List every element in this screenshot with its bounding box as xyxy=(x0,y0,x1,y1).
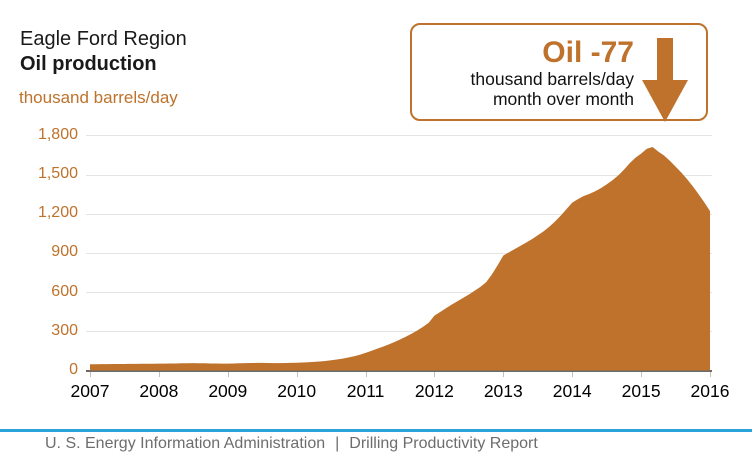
x-axis-label: 2008 xyxy=(139,381,179,401)
y-axis-label: 900 xyxy=(51,243,78,261)
gridline xyxy=(86,174,712,176)
x-axis-line xyxy=(86,370,712,372)
gridline xyxy=(86,213,712,215)
metric-title: Oil production xyxy=(20,53,157,75)
y-axis-label: 1,800 xyxy=(37,125,78,143)
x-axis-label: 2009 xyxy=(208,381,248,401)
production-area xyxy=(90,147,711,371)
x-axis-tick xyxy=(710,372,711,377)
callout-text: Oil -77 thousand barrels/day month over … xyxy=(470,36,634,110)
units-label: thousand barrels/day xyxy=(19,88,178,107)
x-axis-label: 2012 xyxy=(414,381,454,401)
callout-headline: Oil -77 xyxy=(542,36,634,69)
y-axis-label: 1,200 xyxy=(37,204,78,222)
y-axis-label: 300 xyxy=(51,321,78,339)
gridline xyxy=(86,292,712,294)
x-axis-label: 2007 xyxy=(70,381,110,401)
footer-separator: | xyxy=(335,435,340,452)
x-axis-tick xyxy=(434,372,436,377)
callout-units-line: thousand barrels/day xyxy=(470,69,634,89)
gridline xyxy=(86,331,712,333)
x-axis-label: 2013 xyxy=(483,381,523,401)
footer-attribution: U. S. Energy Information Administration |… xyxy=(45,435,538,453)
x-axis-tick xyxy=(90,372,91,377)
y-axis-label: 600 xyxy=(51,282,78,300)
x-axis-tick xyxy=(296,372,298,377)
x-axis-label: 2011 xyxy=(346,381,385,401)
y-axis-label: 0 xyxy=(69,361,78,378)
x-axis-tick xyxy=(158,372,160,377)
x-axis-label: 2015 xyxy=(621,381,661,401)
callout-period-line: month over month xyxy=(492,89,634,109)
gridline xyxy=(86,135,712,137)
region-title: Eagle Ford Region xyxy=(20,28,187,50)
footer-report: Drilling Productivity Report xyxy=(349,435,538,452)
y-axis-label: 1,500 xyxy=(37,165,78,182)
footer-divider xyxy=(0,429,752,432)
x-axis-tick xyxy=(641,372,643,377)
x-axis-label: 2014 xyxy=(552,381,592,401)
x-axis-tick xyxy=(572,372,574,377)
footer-source: U. S. Energy Information Administration xyxy=(45,435,326,452)
x-axis-tick xyxy=(503,372,505,377)
callout-box: Oil -77 thousand barrels/day month over … xyxy=(410,23,708,122)
x-axis-tick xyxy=(227,372,229,377)
down-arrow-icon xyxy=(642,38,688,122)
x-axis-label: 2010 xyxy=(277,381,317,401)
gridline xyxy=(86,252,712,254)
x-axis-label: 2016 xyxy=(690,381,730,401)
x-axis-tick xyxy=(365,372,367,377)
